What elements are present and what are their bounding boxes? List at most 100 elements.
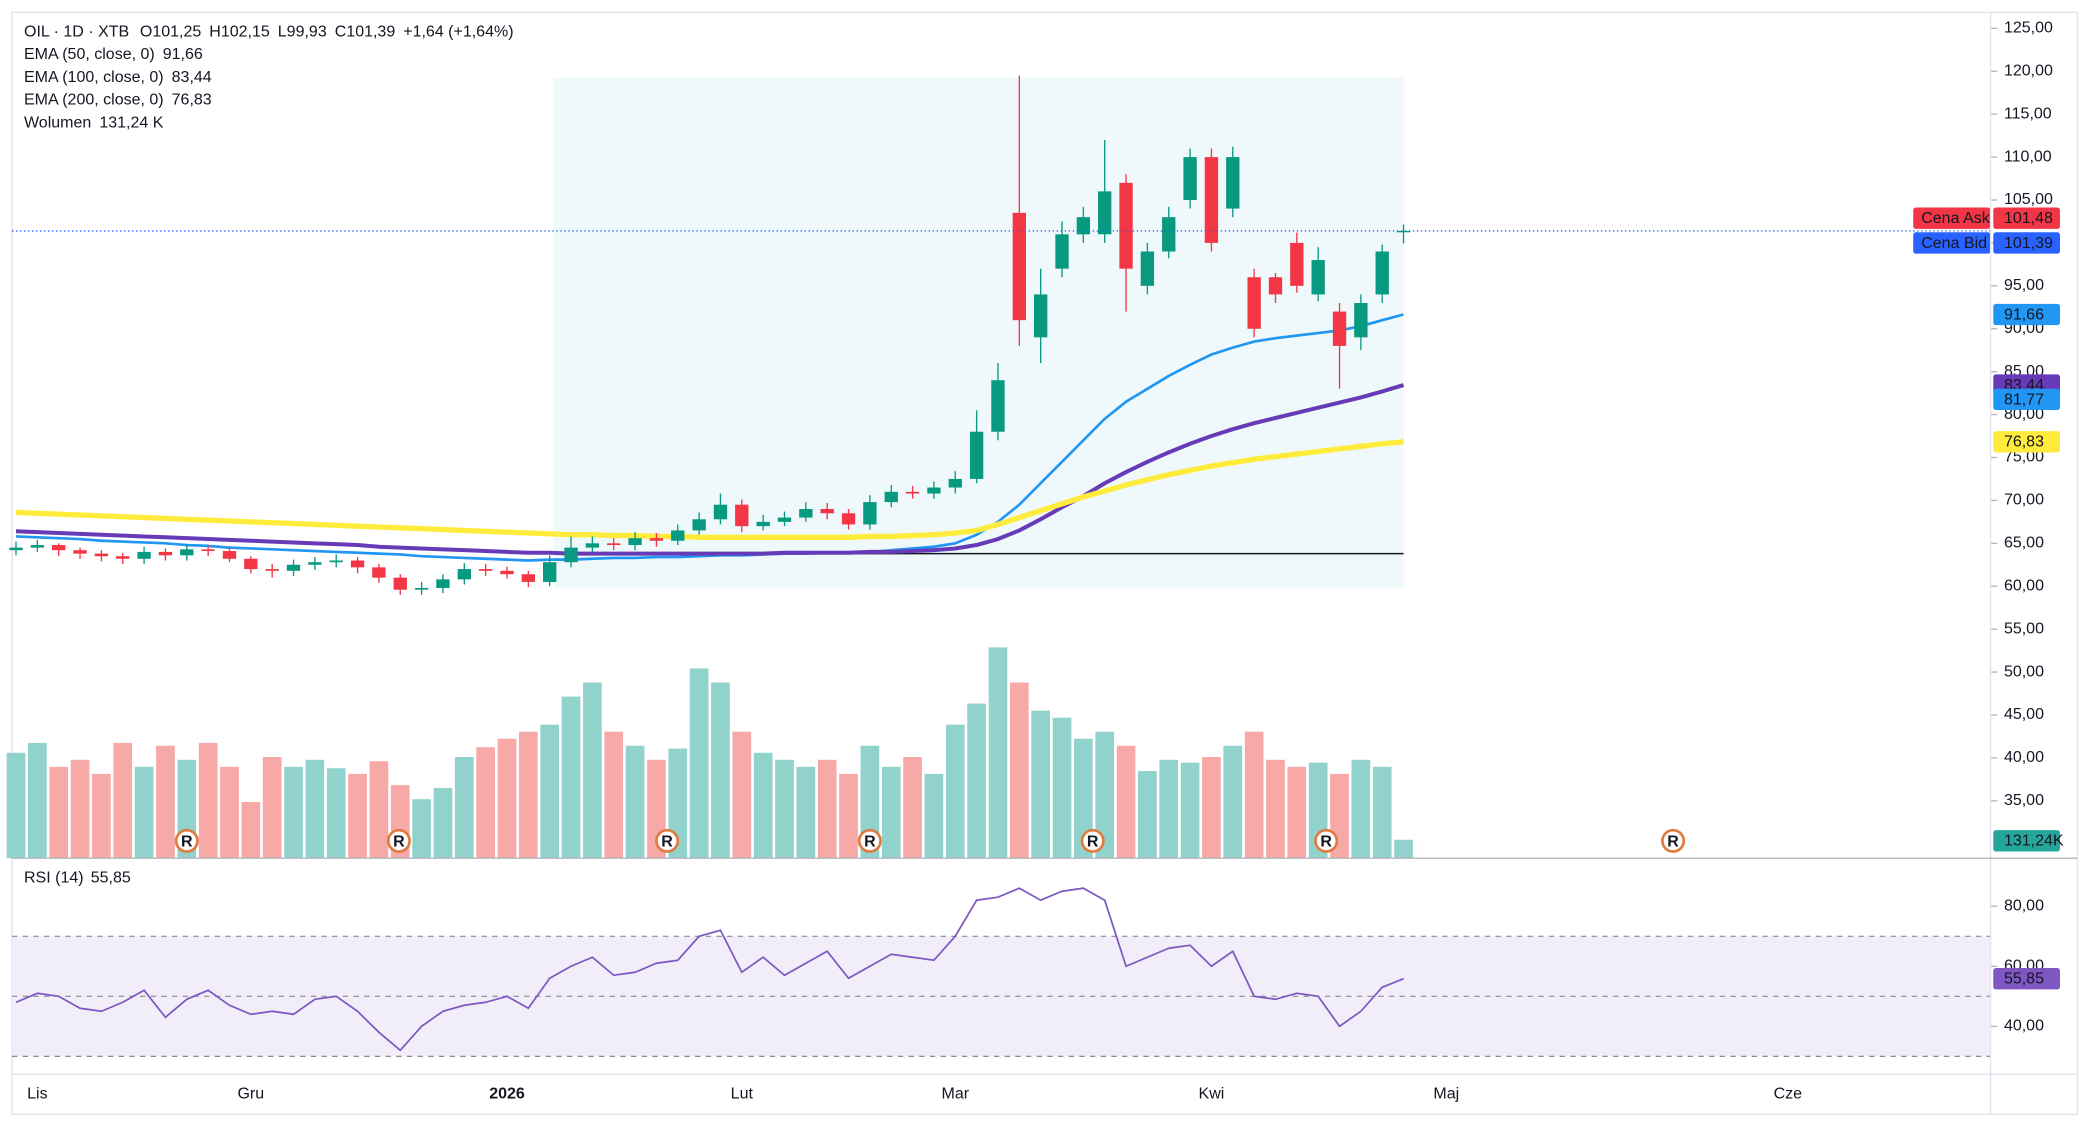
- candle-body: [1119, 182, 1133, 269]
- candle-body: [436, 579, 450, 588]
- x-tick-label: Lis: [27, 1086, 47, 1103]
- volume-bar: [924, 773, 944, 859]
- y-tick-label: 105,00: [2004, 191, 2053, 208]
- event-marker-label: R: [661, 833, 673, 850]
- volume-bar: [753, 752, 773, 859]
- volume-bar: [348, 773, 367, 859]
- volume-bar: [540, 724, 560, 859]
- price-badge: [1993, 431, 2060, 453]
- x-tick-label: Kwi: [1199, 1086, 1225, 1103]
- volume-bar: [583, 682, 602, 859]
- ema-line: [15, 313, 1404, 562]
- event-marker: [174, 828, 199, 853]
- ema-line: [15, 439, 1404, 540]
- y-tick-label: 45,00: [2004, 706, 2044, 723]
- volume-bar: [625, 745, 645, 859]
- candle-body: [1183, 157, 1197, 200]
- price-badge: [1993, 388, 2060, 411]
- price-badge-label: 76,83: [2004, 434, 2044, 451]
- candle-body: [1311, 260, 1325, 295]
- event-marker-label: R: [181, 833, 193, 850]
- volume-bar: [1159, 759, 1179, 859]
- volume-bar: [1031, 710, 1051, 859]
- price-badge: [1993, 232, 2060, 254]
- x-tick-label: Maj: [1433, 1086, 1459, 1103]
- volume-bar: [711, 682, 730, 859]
- candle-body: [73, 550, 87, 554]
- volume-bar: [134, 766, 154, 859]
- volume-bar: [241, 801, 261, 859]
- y-tick-label: 70,00: [2004, 492, 2044, 509]
- candle-body: [884, 491, 898, 503]
- event-marker-label: R: [864, 833, 876, 850]
- y-tick-label: 40,00: [2004, 749, 2044, 766]
- candle-body: [927, 487, 941, 494]
- volume-bar: [561, 696, 581, 859]
- volume-bar: [1372, 766, 1392, 859]
- volume-bar: [284, 766, 303, 859]
- y-tick-label: 65,00: [2004, 535, 2044, 552]
- volume-bar: [1202, 757, 1221, 859]
- candle-body: [372, 567, 386, 578]
- candle-body: [585, 543, 600, 548]
- volume-bar: [1052, 717, 1072, 859]
- rsi-y-tick-label: 80,00: [2004, 897, 2044, 914]
- volume-bar: [326, 768, 346, 859]
- event-marker: [386, 828, 411, 853]
- volume-bar: [220, 766, 239, 859]
- y-tick-label: 55,00: [2004, 620, 2044, 637]
- volume-bar: [1244, 731, 1264, 859]
- candle-body: [1012, 212, 1026, 321]
- candle-body: [820, 508, 834, 514]
- volume-bar: [369, 761, 389, 859]
- volume-bar: [305, 759, 325, 859]
- volume-bar: [881, 766, 901, 859]
- event-marker: [1080, 828, 1105, 853]
- volume-bar: [198, 742, 218, 859]
- candle-body: [1375, 251, 1389, 295]
- candle-body: [244, 558, 258, 570]
- price-badge: [1993, 303, 2060, 326]
- candle-body: [521, 574, 536, 582]
- y-tick-label: 120,00: [2004, 62, 2053, 79]
- event-marker: [857, 828, 882, 853]
- candle-body: [649, 538, 664, 541]
- volume-bar: [454, 757, 474, 859]
- indicator-value: 76,83: [172, 92, 212, 109]
- volume-bar: [70, 759, 90, 859]
- rsi-line: [15, 887, 1404, 1052]
- rsi-value: 55,85: [91, 869, 131, 886]
- candle-body: [457, 569, 471, 580]
- candle-body: [735, 504, 749, 527]
- volume-bar: [28, 742, 47, 859]
- volume-bar: [775, 759, 794, 859]
- volume-profile-area: [553, 77, 1404, 588]
- price-badge-label: 101,39: [2004, 235, 2053, 252]
- volume-bar: [732, 731, 752, 859]
- candle-body: [905, 491, 920, 494]
- indicator-name: EMA (200, close, 0): [24, 92, 164, 109]
- indicator-value: 91,66: [163, 46, 203, 63]
- price-badge-label: 131,24K: [2004, 833, 2064, 850]
- volume-bar: [1287, 766, 1307, 859]
- indicator-name: Wolumen: [24, 114, 91, 131]
- candle-body: [777, 517, 792, 522]
- y-tick-label: 50,00: [2004, 663, 2044, 680]
- volume-bar: [1223, 745, 1243, 859]
- candle-body: [52, 545, 66, 551]
- candle-body: [607, 543, 621, 546]
- volume-bar: [156, 745, 175, 859]
- volume-bar: [988, 647, 1008, 859]
- candle-body: [9, 547, 23, 551]
- candle-body: [393, 577, 407, 590]
- candle-body: [180, 549, 194, 556]
- indicator-name: EMA (50, close, 0): [24, 46, 155, 63]
- volume-bar: [49, 766, 69, 859]
- candle-body: [1290, 242, 1304, 286]
- x-tick-label: Lut: [731, 1086, 754, 1103]
- candle-body: [30, 545, 45, 548]
- price-badge-name: Cena Ask: [1921, 210, 1990, 227]
- candle-body: [948, 478, 962, 488]
- rsi-band: [12, 936, 1991, 1057]
